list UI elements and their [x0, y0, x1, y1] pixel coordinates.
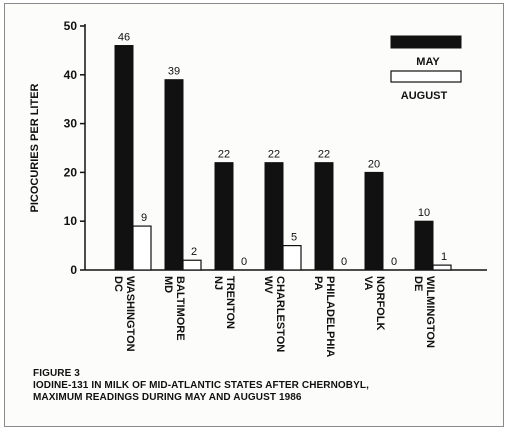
y-tick-label-40: 40	[64, 68, 78, 82]
category-label-3-name: CHARLESTON	[274, 276, 286, 352]
category-label-6-name: WILMINGTON	[424, 276, 436, 348]
y-tick-label-30: 30	[64, 117, 78, 131]
y-tick-label-50: 50	[64, 19, 78, 33]
legend-swatch-may	[390, 35, 462, 49]
value-label-august-0: 9	[141, 212, 147, 224]
value-label-may-1: 39	[168, 66, 180, 78]
category-label-1-name: BALTIMORE	[174, 276, 186, 341]
figure-caption: FIGURE 3 IODINE-131 IN MILK OF MID-ATLAN…	[33, 368, 369, 404]
bar-may-1	[164, 79, 184, 271]
legend-swatch-august	[390, 70, 462, 83]
bar-may-5	[364, 171, 384, 271]
y-tick-label-0: 0	[70, 263, 77, 277]
bar-august-3	[282, 245, 302, 271]
category-label-6-state: DE	[412, 276, 424, 291]
value-label-may-5: 20	[368, 158, 380, 170]
category-label-0-state: DC	[112, 276, 124, 292]
value-label-may-3: 22	[268, 149, 280, 161]
category-label-4-state: PA	[312, 276, 324, 291]
caption-line-2: MAXIMUM READINGS DURING MAY AND AUGUST 1…	[33, 392, 302, 403]
value-label-may-4: 22	[318, 149, 330, 161]
value-label-august-6: 1	[441, 251, 447, 263]
value-label-may-6: 10	[418, 207, 430, 219]
value-label-may-2: 22	[218, 149, 230, 161]
bar-august-6	[432, 264, 452, 271]
category-label-5-name: NORFOLK	[374, 276, 386, 330]
caption-line-1: IODINE-131 IN MILK OF MID-ATLANTIC STATE…	[33, 380, 369, 391]
value-label-august-5: 0	[391, 256, 397, 268]
bar-may-0	[114, 45, 134, 271]
bar-may-4	[314, 162, 334, 271]
category-label-5-state: VA	[362, 276, 374, 291]
bar-may-2	[214, 162, 234, 271]
legend-label-may: MAY	[416, 56, 440, 68]
bar-august-1	[182, 259, 202, 271]
bar-may-6	[414, 220, 434, 271]
y-axis-label: PICOCURIES PER LITER	[29, 83, 41, 212]
y-tick-label-10: 10	[64, 214, 78, 228]
category-label-2-state: NJ	[212, 276, 224, 290]
legend-label-august: AUGUST	[401, 90, 448, 102]
value-label-august-1: 2	[191, 246, 197, 258]
category-label-2-name: TRENTON	[224, 276, 236, 329]
figure-number: FIGURE 3	[33, 368, 80, 379]
y-tick-label-20: 20	[64, 165, 78, 179]
bar-august-0	[132, 225, 152, 271]
bar-may-3	[264, 162, 284, 271]
value-label-may-0: 46	[118, 32, 130, 44]
value-label-august-3: 5	[291, 232, 297, 244]
value-label-august-4: 0	[341, 256, 347, 268]
category-label-0-name: WASHINGTON	[124, 276, 136, 352]
category-label-4-name: PHILADELPHIA	[324, 276, 336, 357]
value-label-august-2: 0	[241, 256, 247, 268]
category-label-1-state: MD	[162, 276, 174, 293]
category-label-3-state: WV	[262, 276, 274, 294]
